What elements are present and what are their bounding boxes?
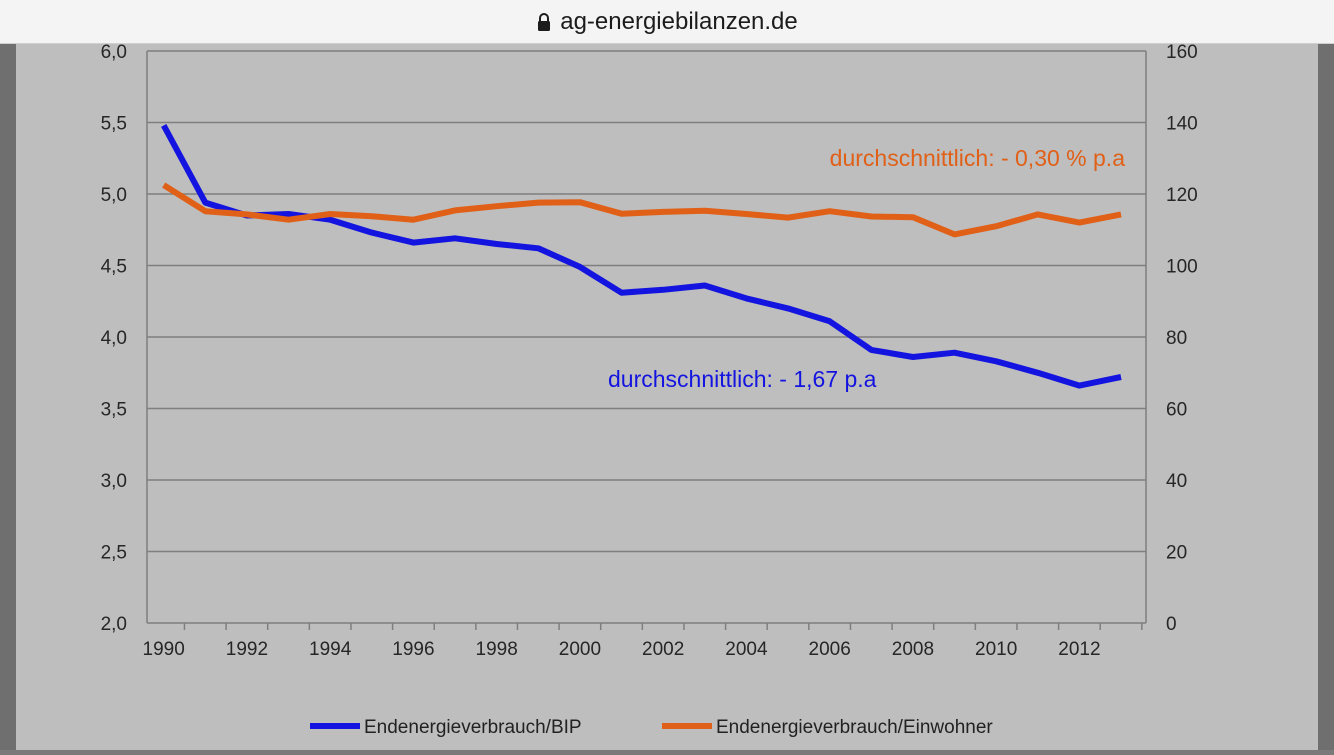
frame-right	[1318, 44, 1334, 750]
x-tick-label: 1998	[476, 639, 518, 660]
x-tick-label: 2010	[975, 639, 1017, 660]
x-tick-label: 1994	[309, 639, 352, 660]
y-left-tick-label: 4,5	[101, 257, 127, 278]
annotations: durchschnittlich: - 0,30 % p.a durchschn…	[608, 145, 1125, 392]
gridlines	[147, 50, 1146, 553]
y-left-tick-label: 5,5	[101, 114, 127, 135]
y-right-tick-label: 0	[1166, 614, 1177, 635]
annotation-bip: durchschnittlich: - 1,67 p.a	[608, 366, 877, 392]
y-right-tick-label: 100	[1166, 257, 1198, 278]
y-left-tick-label: 5,0	[101, 185, 127, 206]
lock-icon	[538, 12, 551, 31]
x-tick-label: 2002	[642, 639, 684, 660]
x-tick-label: 2000	[559, 639, 601, 660]
x-tick-label: 2006	[809, 639, 851, 660]
url-text: ag-energiebilanzen.de	[560, 7, 798, 35]
x-tick-label: 2008	[892, 639, 934, 660]
y-left-tick-label: 2,5	[101, 543, 127, 564]
chart-area: 2,0 0 2,5 20 3,0 40 3,5 60 4,0 80 4,5 100 5,0 120 5,5 1…	[16, 42, 1318, 750]
y-right-tick-label: 160	[1166, 44, 1198, 63]
x-tick-label: 1990	[143, 639, 185, 660]
legend-label-bip: Endenergieverbrauch/BIP	[364, 717, 582, 738]
axes	[146, 51, 1147, 630]
x-tick-label: 2004	[725, 639, 768, 660]
y-left-tick-label: 4,0	[101, 328, 127, 349]
tick-labels: 2,0 0 2,5 20 3,0 40 3,5 60 4,0 80 4,5 100 5,0 120 5,5 1…	[101, 42, 1198, 660]
x-tick-label: 2012	[1058, 639, 1100, 660]
x-tick-label: 1996	[392, 639, 434, 660]
series-lines	[161, 123, 1122, 389]
y-right-tick-label: 80	[1166, 328, 1187, 349]
frame-left	[0, 44, 16, 750]
series-line-bip	[161, 123, 1122, 389]
annotation-einwohner: durchschnittlich: - 0,30 % p.a	[830, 145, 1126, 171]
y-right-tick-label: 140	[1166, 114, 1198, 135]
line-chart: 2,0 0 2,5 20 3,0 40 3,5 60 4,0 80 4,5 100 5,0 120 5,5 1…	[101, 42, 1198, 738]
y-right-tick-label: 20	[1166, 543, 1187, 564]
y-right-tick-label: 60	[1166, 400, 1187, 421]
y-right-tick-label: 40	[1166, 471, 1187, 492]
y-left-tick-label: 3,5	[101, 400, 127, 421]
legend: Endenergieverbrauch/BIP Endenergieverbra…	[310, 717, 993, 738]
legend-label-einwohner: Endenergieverbrauch/Einwohner	[716, 717, 993, 738]
y-left-tick-label: 3,0	[101, 471, 127, 492]
y-right-tick-label: 120	[1166, 185, 1198, 206]
y-left-tick-label: 2,0	[101, 614, 127, 635]
y-left-tick-label: 6,0	[101, 44, 127, 63]
browser-address-bar[interactable]: ag-energiebilanzen.de	[0, 0, 1334, 44]
x-tick-label: 1992	[226, 639, 268, 660]
series-line-einwohner	[162, 182, 1122, 238]
